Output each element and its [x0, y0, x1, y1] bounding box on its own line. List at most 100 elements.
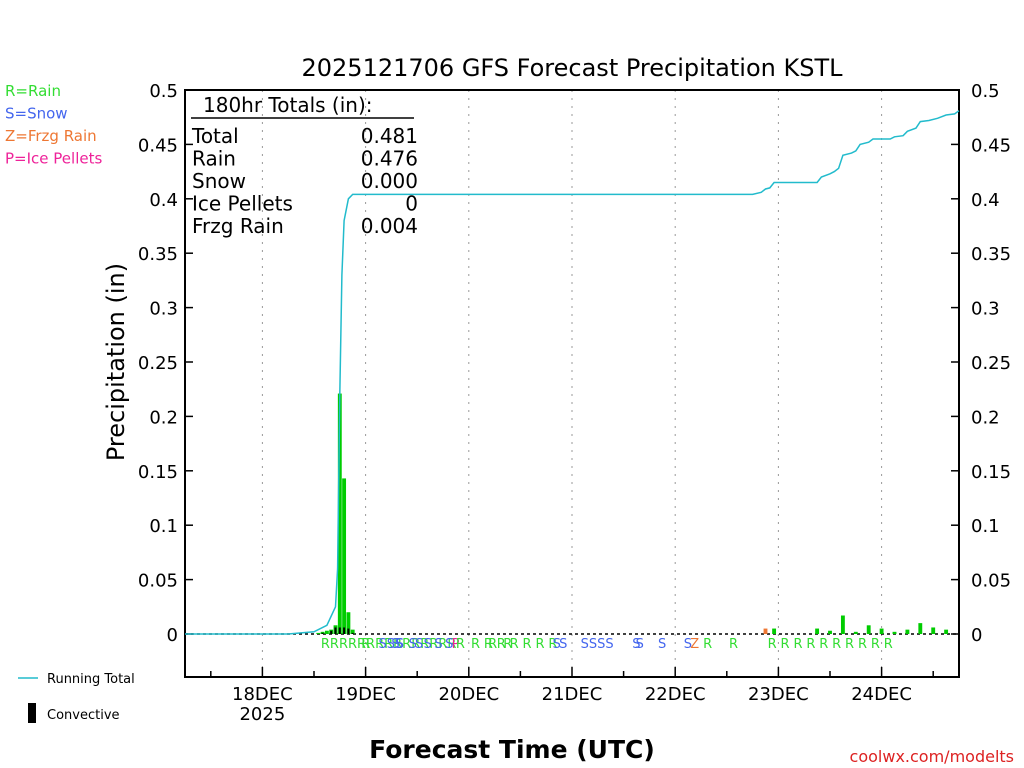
precip-type-letter: S [424, 637, 432, 652]
precip-bar [346, 612, 351, 634]
precip-type-letter: S [632, 637, 640, 652]
precip-bar [316, 632, 321, 634]
precip-bar [324, 630, 329, 634]
precip-type-letter: S [396, 637, 404, 652]
precip-bar [905, 629, 910, 634]
precip-type-legend-item: Z=Frzg Rain [5, 127, 97, 145]
precip-type-letter: P [452, 637, 460, 652]
precip-bar [944, 629, 949, 634]
precip-type-letter: S [658, 637, 666, 652]
y-tick-label: 0.15 [971, 462, 1011, 483]
x-tick-label: 23DEC [748, 684, 809, 705]
precip-type-letter: S [409, 637, 417, 652]
precip-type-letter: S [434, 637, 442, 652]
convective-bar [351, 632, 354, 634]
y-tick-label: 0.3 [149, 299, 178, 320]
precip-bar [342, 478, 347, 634]
precip-type-letter: R [484, 637, 493, 652]
totals-row-label: Rain [192, 147, 236, 171]
precip-bar [931, 627, 936, 634]
grid-lines [261, 90, 883, 677]
precip-type-letter: SSS [379, 637, 404, 652]
y-tick-label: 0.3 [971, 299, 1000, 320]
legend-series-label: Convective [47, 708, 120, 723]
y-tick-label: 0 [971, 625, 982, 646]
convective-bar [321, 632, 324, 634]
precip-type-letter: R [858, 637, 867, 652]
precip-bar [772, 628, 777, 634]
precip-bar [918, 623, 923, 634]
y-axis-label: Precipitation (in) [102, 263, 130, 461]
y-tick-label: 0.5 [971, 81, 1000, 102]
precip-type-legend-item: S=Snow [5, 105, 68, 123]
x-tick-label: 24DEC [851, 684, 912, 705]
convective-bar [347, 628, 350, 634]
credit-text: coolwx.com/modelts [850, 747, 1014, 766]
y-axis-left: 0 0.05 0.1 0.15 0.2 0.25 0.3 0.35 0.4 0.45 0.5 [138, 81, 193, 646]
y-tick-label: 0.05 [138, 571, 178, 592]
convective-bar [338, 627, 341, 634]
y-tick-label: 0.15 [138, 462, 178, 483]
convective-bar [330, 630, 333, 634]
precip-type-letter: R [781, 637, 790, 652]
y-tick-label: 0.25 [138, 353, 178, 374]
precip-type-letter: R [548, 637, 557, 652]
convective-bars [321, 627, 354, 634]
totals-row-label: Total [191, 124, 239, 148]
y-tick-label: 0.5 [149, 81, 178, 102]
precip-type-letter: R [535, 637, 544, 652]
x-axis-label: Forecast Time (UTC) [369, 735, 655, 764]
precip-type-letter: R [819, 637, 828, 652]
precip-type-letter: R [510, 637, 519, 652]
precip-type-letter: R [871, 637, 880, 652]
y-tick-label: 0.2 [971, 407, 1000, 428]
x-tick-label: 20DEC [438, 684, 499, 705]
totals-row-value: 0.476 [361, 147, 418, 171]
legend-series-label: Running Total [47, 672, 135, 687]
precip-type-letter: R [497, 637, 506, 652]
precip-bar [866, 625, 871, 634]
precip-type-letter: SSSS [581, 637, 614, 652]
y-tick-label: 0.4 [971, 190, 1000, 211]
y-tick-label: 0.45 [971, 135, 1011, 156]
precip-type-legend-item: P=Ice Pellets [5, 150, 102, 168]
precip-bar [853, 631, 858, 634]
precip-type-letter: S [391, 637, 399, 652]
totals-row-label: Snow [192, 169, 246, 193]
y-axis-right: 0 0.05 0.1 0.15 0.2 0.25 0.3 0.35 0.4 0.45 0.5 [951, 81, 1011, 646]
y-tick-label: 0.45 [138, 135, 178, 156]
totals-row-value: 0 [405, 192, 418, 216]
precip-type-letter: R [523, 637, 532, 652]
legend-bar-swatch [28, 703, 36, 723]
y-tick-label: 0.25 [971, 353, 1011, 374]
precip-type-letter: R [768, 637, 777, 652]
x-tick-label: 18DEC [232, 684, 293, 705]
precip-type-letter: R [456, 637, 465, 652]
y-tick-label: 0 [167, 625, 178, 646]
y-tick-label: 0.35 [971, 244, 1011, 265]
series-legend: Running Total Convective [18, 672, 135, 723]
y-tick-label: 0.35 [138, 244, 178, 265]
totals-row-value: 0.000 [361, 169, 418, 193]
precip-type-letter: R [488, 637, 497, 652]
precip-type-letter: R [361, 637, 370, 652]
precip-bar [337, 393, 342, 634]
totals-box: 180hr Totals (in): Total 0.481 Rain 0.476 Sn… [191, 93, 418, 238]
precip-type-letter: R [793, 637, 802, 652]
precip-type-legend-item: R=Rain [5, 82, 61, 100]
precip-bar [840, 615, 845, 634]
precip-bar [879, 628, 884, 634]
precip-type-letter: S [415, 637, 423, 652]
x-tick-label: 21DEC [542, 684, 603, 705]
precip-type-letter: Z [690, 637, 699, 652]
precip-type-letter: S [684, 637, 692, 652]
chart-title: 2025121706 GFS Forecast Precipitation KS… [302, 54, 844, 82]
totals-row-value: 0.481 [361, 124, 418, 148]
convective-bar [334, 627, 337, 634]
precip-type-letter: S [636, 637, 644, 652]
precip-type-letter: R [884, 637, 893, 652]
y-tick-label: 0.1 [149, 516, 178, 537]
